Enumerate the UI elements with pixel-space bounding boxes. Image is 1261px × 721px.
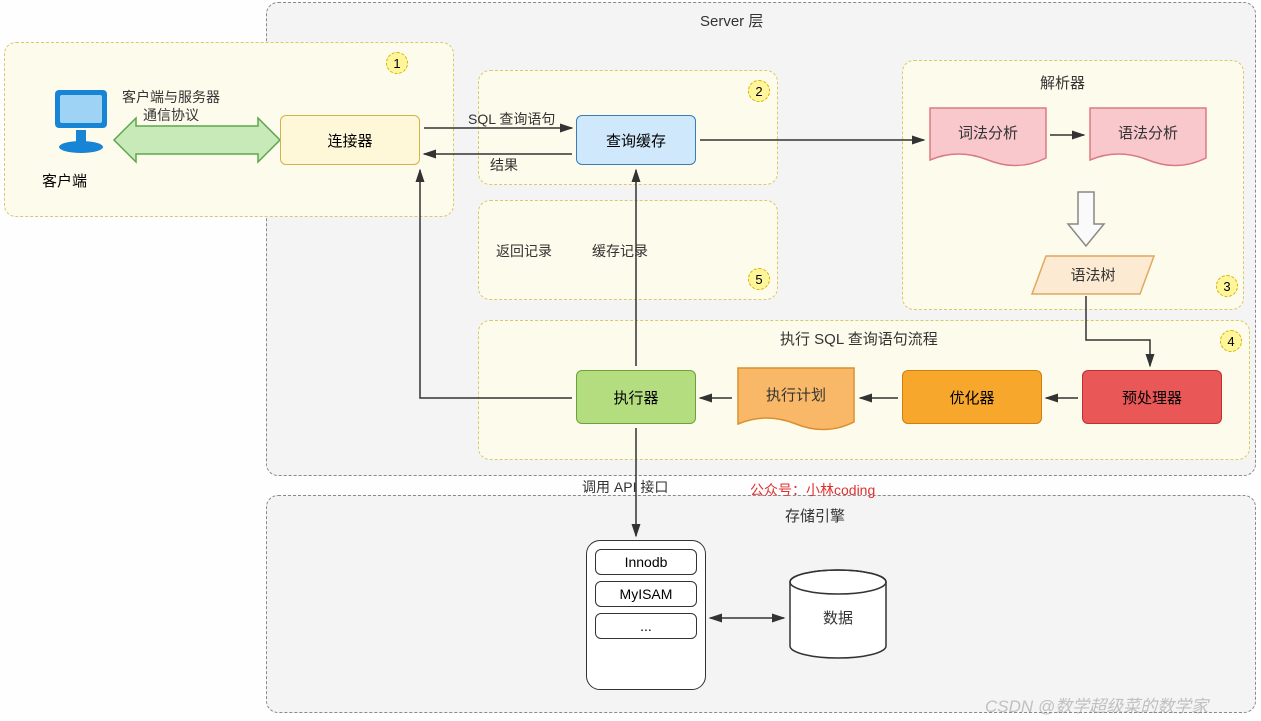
- svg-text:数据: 数据: [823, 610, 853, 627]
- badge-5: 5: [748, 268, 770, 290]
- region-storage: [266, 495, 1256, 713]
- svg-text:词法分析: 词法分析: [958, 125, 1018, 142]
- node-syntax-tree: 语法树: [1032, 254, 1160, 298]
- node-query-cache: 查询缓存: [576, 115, 696, 165]
- label-parser: 解析器: [1040, 72, 1085, 93]
- client-icon: [50, 85, 112, 155]
- label-storage: 存储引擎: [785, 505, 845, 526]
- badge-3: 3: [1216, 275, 1238, 297]
- svg-text:执行计划: 执行计划: [766, 387, 826, 404]
- engine-item-innodb: Innodb: [595, 549, 697, 575]
- fat-arrow-down: [1064, 190, 1108, 250]
- annotation-protocol: 客户端与服务器 通信协议: [122, 88, 220, 124]
- engine-item-myisam: MyISAM: [595, 581, 697, 607]
- label-exec-flow: 执行 SQL 查询语句流程: [780, 328, 938, 349]
- badge-4: 4: [1220, 330, 1242, 352]
- node-parser: 语法分析: [1088, 106, 1208, 174]
- engine-item-more: ...: [595, 613, 697, 639]
- node-preprocessor: 预处理器: [1082, 370, 1222, 424]
- node-optimizer: 优化器: [902, 370, 1042, 424]
- node-exec-plan: 执行计划: [736, 366, 856, 438]
- svg-text:语法树: 语法树: [1070, 267, 1115, 284]
- badge-1: 1: [386, 52, 408, 74]
- node-lexer: 词法分析: [928, 106, 1048, 174]
- svg-text:调用 API 接口: 调用 API 接口: [582, 479, 668, 495]
- node-connector: 连接器: [280, 115, 420, 165]
- credit-text: 公众号：小林coding: [750, 480, 875, 500]
- watermark-text: CSDN @数学超级菜的数学家: [985, 692, 1208, 717]
- data-cylinder: 数据: [788, 568, 888, 668]
- storage-engine-list: Innodb MyISAM ...: [586, 540, 706, 690]
- svg-text:语法分析: 语法分析: [1118, 125, 1178, 142]
- region-empty5: [478, 200, 778, 300]
- label-server: Server 层: [700, 10, 763, 31]
- node-executor: 执行器: [576, 370, 696, 424]
- client-text: 客户端: [42, 170, 87, 191]
- badge-2: 2: [748, 80, 770, 102]
